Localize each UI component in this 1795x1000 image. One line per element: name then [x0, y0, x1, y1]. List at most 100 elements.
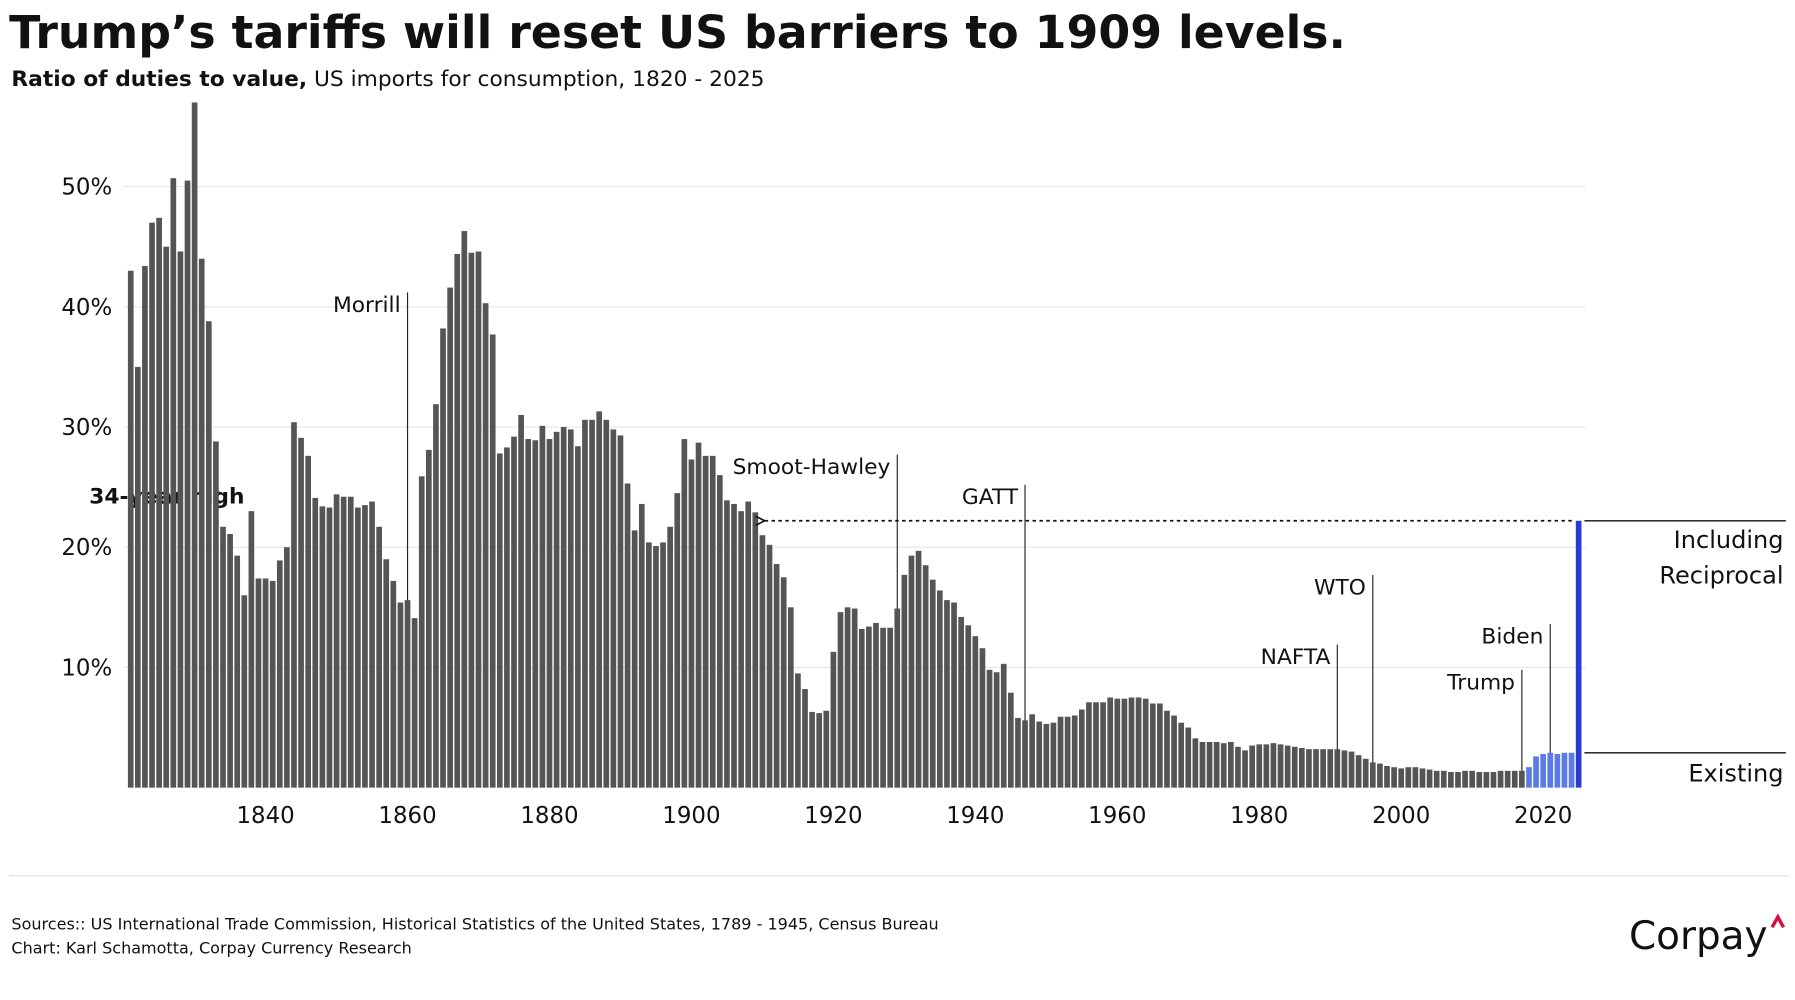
- bar: [276, 560, 283, 788]
- bar: [1128, 697, 1135, 788]
- bar: [1327, 749, 1334, 788]
- bar: [248, 511, 255, 788]
- bar: [539, 425, 546, 788]
- bar: [312, 497, 319, 788]
- y-tick-label: 50%: [61, 175, 112, 201]
- bar: [163, 246, 170, 788]
- bar: [546, 439, 553, 788]
- bar: [1412, 767, 1419, 788]
- x-tick-label: 1840: [236, 803, 294, 829]
- bar: [362, 505, 368, 788]
- bar: [347, 496, 354, 788]
- brand-caret: [1770, 913, 1786, 929]
- bar: [1455, 772, 1461, 788]
- bar: [944, 600, 950, 788]
- bar: [1533, 756, 1539, 788]
- level-label: Existing: [1688, 759, 1783, 787]
- bar: [262, 578, 269, 788]
- bar: [1135, 697, 1142, 788]
- bar: [1504, 770, 1511, 788]
- bar: [780, 577, 787, 788]
- bar: [759, 535, 766, 788]
- bar: [1433, 770, 1440, 788]
- x-tick-label: 1920: [804, 803, 862, 829]
- bar: [433, 404, 439, 788]
- y-tick-label: 40%: [61, 295, 112, 321]
- bar: [1228, 741, 1234, 788]
- bar: [1057, 716, 1064, 788]
- bar: [901, 574, 908, 788]
- bar: [1483, 772, 1490, 788]
- bar: [1341, 750, 1348, 788]
- x-tick-label: 1860: [378, 803, 436, 829]
- bar: [1000, 663, 1007, 788]
- bar: [205, 321, 212, 788]
- bar: [1199, 741, 1206, 788]
- bar: [1426, 769, 1433, 788]
- brand-logo: Corpay: [1629, 914, 1768, 959]
- bar: [298, 437, 304, 788]
- bar: [1526, 767, 1532, 788]
- annotation-label: Biden: [1481, 625, 1543, 650]
- bar: [851, 608, 858, 788]
- bar: [1469, 770, 1476, 788]
- bar: [951, 602, 957, 788]
- bar: [1355, 755, 1362, 788]
- bar: [965, 625, 972, 788]
- bar: [624, 483, 631, 788]
- bar: [1511, 770, 1518, 788]
- x-tick-label: 1960: [1088, 803, 1146, 829]
- bar: [319, 506, 326, 788]
- bar: [660, 542, 666, 788]
- bar: [795, 673, 801, 788]
- bar: [1107, 697, 1114, 788]
- bar: [880, 627, 886, 788]
- bar: [1064, 716, 1071, 788]
- bar: [149, 222, 155, 788]
- bar: [1313, 749, 1319, 788]
- annotation-label: NAFTA: [1261, 645, 1331, 670]
- bar: [1171, 715, 1177, 788]
- bar: [1384, 765, 1390, 788]
- bar: [1235, 746, 1241, 788]
- bar: [773, 564, 780, 788]
- bar: [1093, 702, 1099, 788]
- bar: [1291, 746, 1298, 788]
- bar: [326, 507, 333, 788]
- bar: [1114, 698, 1121, 788]
- bar: [404, 600, 411, 788]
- bar: [1050, 722, 1057, 788]
- bar: [667, 526, 673, 788]
- bar: [887, 627, 894, 788]
- bar: [127, 270, 134, 788]
- bar: [972, 636, 979, 788]
- bar: [1142, 698, 1149, 788]
- bar: [1298, 747, 1305, 788]
- bar: [234, 555, 241, 788]
- bar: [1568, 752, 1575, 788]
- bar: [305, 455, 312, 788]
- bar: [553, 431, 560, 788]
- bar: [1391, 767, 1397, 788]
- x-tick-label: 2000: [1372, 803, 1430, 829]
- bar: [802, 689, 808, 788]
- bar: [1149, 703, 1156, 788]
- bar: [695, 442, 702, 788]
- bar: [1547, 752, 1554, 788]
- bar: [482, 303, 489, 788]
- bar: [1440, 770, 1447, 788]
- annotation-label: GATT: [962, 485, 1019, 510]
- bar: [575, 446, 581, 788]
- bar: [745, 501, 752, 788]
- bar: [1377, 763, 1383, 788]
- bar: [1121, 698, 1128, 788]
- y-tick-label: 10%: [61, 655, 112, 681]
- bar: [1575, 520, 1582, 788]
- bar: [156, 217, 162, 788]
- bar: [646, 542, 652, 788]
- bar: [1192, 738, 1199, 788]
- bar: [170, 178, 177, 788]
- bar: [1284, 745, 1291, 788]
- bar: [958, 616, 964, 788]
- bar: [447, 287, 453, 788]
